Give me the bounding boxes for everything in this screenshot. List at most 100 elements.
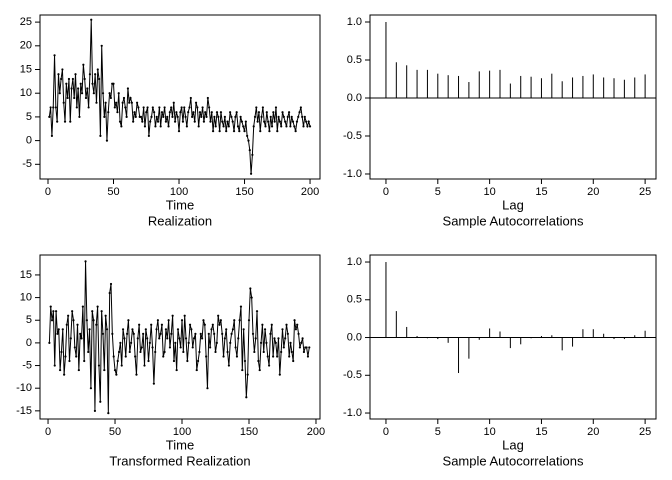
point: [199, 332, 202, 335]
point: [282, 346, 285, 349]
point: [207, 332, 210, 335]
point: [249, 172, 253, 175]
point: [166, 115, 169, 119]
point: [290, 350, 293, 354]
point: [79, 82, 82, 85]
point: [187, 111, 190, 114]
point: [92, 92, 95, 95]
point: [180, 106, 183, 109]
point: [159, 332, 162, 335]
point: [103, 368, 106, 372]
point: [73, 96, 76, 100]
point: [234, 115, 237, 119]
point: [61, 328, 64, 331]
point: [53, 54, 56, 57]
point: [69, 337, 72, 340]
x-tick-label: 150: [240, 426, 258, 438]
point: [58, 92, 61, 95]
point: [151, 346, 154, 349]
point: [249, 287, 252, 290]
point: [73, 346, 76, 349]
point: [227, 125, 230, 128]
point: [115, 373, 118, 376]
x-tick-label: 100: [170, 186, 188, 198]
point: [245, 396, 248, 399]
x-tick-label: 25: [639, 426, 651, 438]
point: [109, 282, 113, 286]
point: [88, 328, 91, 331]
point: [138, 323, 141, 326]
point: [130, 101, 133, 104]
y-tick-label: 25: [20, 16, 32, 28]
point: [133, 111, 136, 114]
point: [49, 305, 52, 308]
point: [270, 125, 274, 128]
point: [215, 341, 218, 344]
point: [140, 346, 143, 349]
point: [293, 319, 296, 322]
point: [246, 134, 249, 137]
y-tick-label: 10: [20, 291, 32, 303]
y-tick-label: 10: [20, 87, 32, 99]
point: [166, 337, 169, 340]
point: [190, 328, 193, 331]
point: [243, 359, 247, 363]
y-tick-label: -0.5: [343, 130, 362, 142]
point: [265, 111, 268, 114]
x-tick-label: 25: [639, 186, 651, 198]
point: [272, 111, 275, 114]
point: [221, 120, 224, 123]
point: [95, 323, 98, 326]
point: [290, 115, 293, 119]
point: [108, 92, 111, 95]
point: [107, 111, 110, 114]
point: [298, 346, 302, 349]
point: [99, 134, 102, 137]
point: [230, 115, 233, 119]
point: [155, 115, 158, 119]
point: [99, 400, 102, 403]
x-tick-label: 50: [109, 426, 121, 438]
point: [293, 125, 296, 128]
point: [188, 323, 192, 326]
series-line: [48, 261, 310, 414]
point: [125, 115, 128, 119]
series-line: [48, 19, 311, 174]
point: [238, 319, 241, 322]
point: [222, 355, 225, 358]
point: [237, 337, 240, 340]
point: [123, 337, 126, 340]
x-tick-label: 15: [535, 186, 547, 198]
point: [191, 346, 194, 349]
point: [71, 77, 74, 81]
y-tick-label: 0.0: [347, 331, 362, 343]
point: [77, 87, 80, 90]
point: [113, 106, 116, 109]
point: [103, 115, 106, 119]
x-tick-label: 15: [535, 426, 547, 438]
point: [175, 368, 178, 372]
point: [174, 341, 177, 344]
point: [49, 106, 52, 109]
point: [69, 120, 72, 123]
plot-frame: [39, 14, 321, 180]
point: [308, 125, 312, 128]
point: [277, 115, 280, 119]
point: [201, 337, 204, 340]
point: [90, 18, 93, 21]
point: [253, 115, 257, 119]
point: [188, 106, 191, 109]
point: [124, 355, 127, 358]
y-tick-label: 20: [20, 40, 32, 52]
point: [120, 125, 123, 128]
point: [56, 120, 59, 123]
point: [117, 92, 120, 95]
point: [208, 106, 211, 109]
point: [276, 355, 279, 358]
point: [100, 310, 103, 313]
y-tick-label: 1.0: [347, 256, 362, 268]
point: [232, 130, 236, 133]
point: [111, 332, 114, 335]
point: [186, 359, 189, 363]
point: [56, 332, 59, 335]
